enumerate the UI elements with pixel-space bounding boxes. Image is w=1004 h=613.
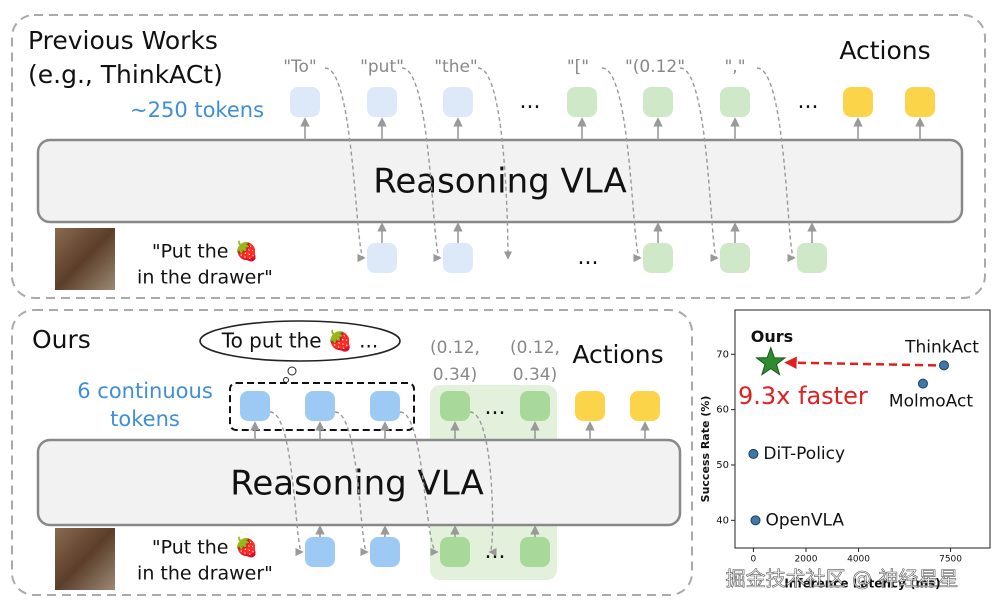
thought-dot — [283, 377, 289, 383]
thought-bubble — [199, 320, 401, 362]
dashed-link — [401, 67, 442, 263]
ellipsis: ... — [485, 539, 506, 564]
token — [520, 537, 550, 567]
watermark: 掘金技术社区 @ 神经星星 — [726, 567, 959, 591]
token-label: "(0.12" — [625, 57, 685, 77]
thought-dot — [287, 366, 297, 376]
x-tick-label: 2000 — [795, 555, 818, 565]
actions-label: Actions — [572, 340, 663, 369]
token — [720, 243, 750, 273]
x-tick-label: 7500 — [939, 555, 962, 565]
y-tick-label: 40 — [716, 515, 729, 526]
token — [905, 87, 935, 117]
action-label: 0.34) — [433, 365, 477, 385]
token — [440, 391, 470, 421]
ellipsis: ... — [485, 395, 506, 420]
token — [443, 243, 473, 273]
token — [567, 87, 597, 117]
model-name: Reasoning VLA — [230, 464, 484, 504]
point-label: Ours — [751, 327, 793, 346]
instruction: "Put the 🍓 — [152, 240, 258, 263]
panel-title: Previous Works — [28, 26, 218, 55]
chart: 0 2000 4000 7500 40 50 60 70 Inference Latency (… — [699, 309, 991, 591]
panel-frame — [11, 309, 693, 596]
dashed-link — [679, 67, 719, 263]
model-box — [36, 438, 682, 527]
model-box — [36, 138, 964, 224]
action-label: (0.12, — [430, 338, 480, 358]
point — [917, 378, 928, 389]
token — [575, 391, 605, 421]
token — [643, 87, 673, 117]
token — [240, 391, 270, 421]
panel-title: Ours — [32, 325, 91, 354]
speedup-arrow — [784, 356, 937, 370]
token — [370, 537, 400, 567]
instruction: in the drawer" — [137, 267, 273, 289]
plot-frame — [734, 309, 991, 549]
instruction: "Put the 🍓 — [152, 536, 258, 559]
y-tick-label: 50 — [716, 460, 729, 471]
x-axis-label: Inference Latency (ms) — [784, 577, 940, 591]
dashed-link — [756, 67, 796, 263]
scene-image — [55, 528, 115, 590]
token — [305, 537, 335, 567]
token — [443, 87, 473, 117]
point-label: DiT-Policy — [763, 444, 845, 464]
token-count: 6 continuous — [77, 379, 213, 403]
dashed-link — [601, 67, 642, 263]
ellipsis: ... — [520, 89, 541, 114]
dashed-link — [399, 411, 439, 557]
token — [630, 391, 660, 421]
point-label: MolmoAct — [889, 392, 973, 412]
token — [520, 391, 550, 421]
token — [440, 537, 470, 567]
token — [367, 243, 397, 273]
dashed-link — [469, 411, 497, 557]
thought-text: To put the 🍓 ... — [221, 329, 379, 353]
action-label: (0.12, — [510, 338, 560, 358]
token-label: "To" — [283, 57, 317, 77]
ellipsis: ... — [798, 89, 819, 114]
instruction: in the drawer" — [137, 563, 273, 585]
token — [370, 391, 400, 421]
point — [938, 360, 949, 371]
token — [797, 243, 827, 273]
token-label: "put" — [360, 57, 404, 77]
point — [755, 346, 787, 376]
token-label: "," — [724, 57, 745, 77]
token — [290, 87, 320, 117]
action-label: 0.34) — [513, 365, 557, 385]
token — [843, 87, 873, 117]
token — [305, 391, 335, 421]
token-count: tokens — [110, 407, 180, 431]
panel-subtitle: (e.g., ThinkACt) — [28, 60, 223, 89]
actions-label: Actions — [839, 36, 930, 65]
dashed-link — [334, 411, 369, 557]
scene-image — [55, 228, 115, 290]
token-label: "the" — [434, 57, 478, 77]
token — [720, 87, 750, 117]
point — [748, 448, 759, 459]
point — [750, 515, 761, 526]
token — [643, 243, 673, 273]
annotation: 9.3x faster — [738, 382, 868, 410]
dashed-link — [477, 67, 513, 260]
point-label: ThinkAct — [904, 337, 979, 357]
model-name: Reasoning VLA — [373, 162, 627, 202]
y-axis-label: Success Rate (%) — [699, 396, 712, 503]
panel-frame — [11, 14, 986, 299]
dashed-link — [269, 411, 304, 557]
point-label: OpenVLA — [766, 510, 845, 530]
x-tick-label: 4000 — [847, 555, 870, 565]
ellipsis: ... — [578, 245, 599, 270]
x-tick-label: 0 — [751, 555, 757, 565]
dashed-link — [324, 67, 366, 263]
token-count: ~250 tokens — [130, 98, 264, 122]
token — [367, 87, 397, 117]
y-tick-label: 70 — [716, 349, 729, 360]
y-tick-label: 60 — [716, 405, 729, 416]
token-label: "[" — [567, 57, 589, 77]
